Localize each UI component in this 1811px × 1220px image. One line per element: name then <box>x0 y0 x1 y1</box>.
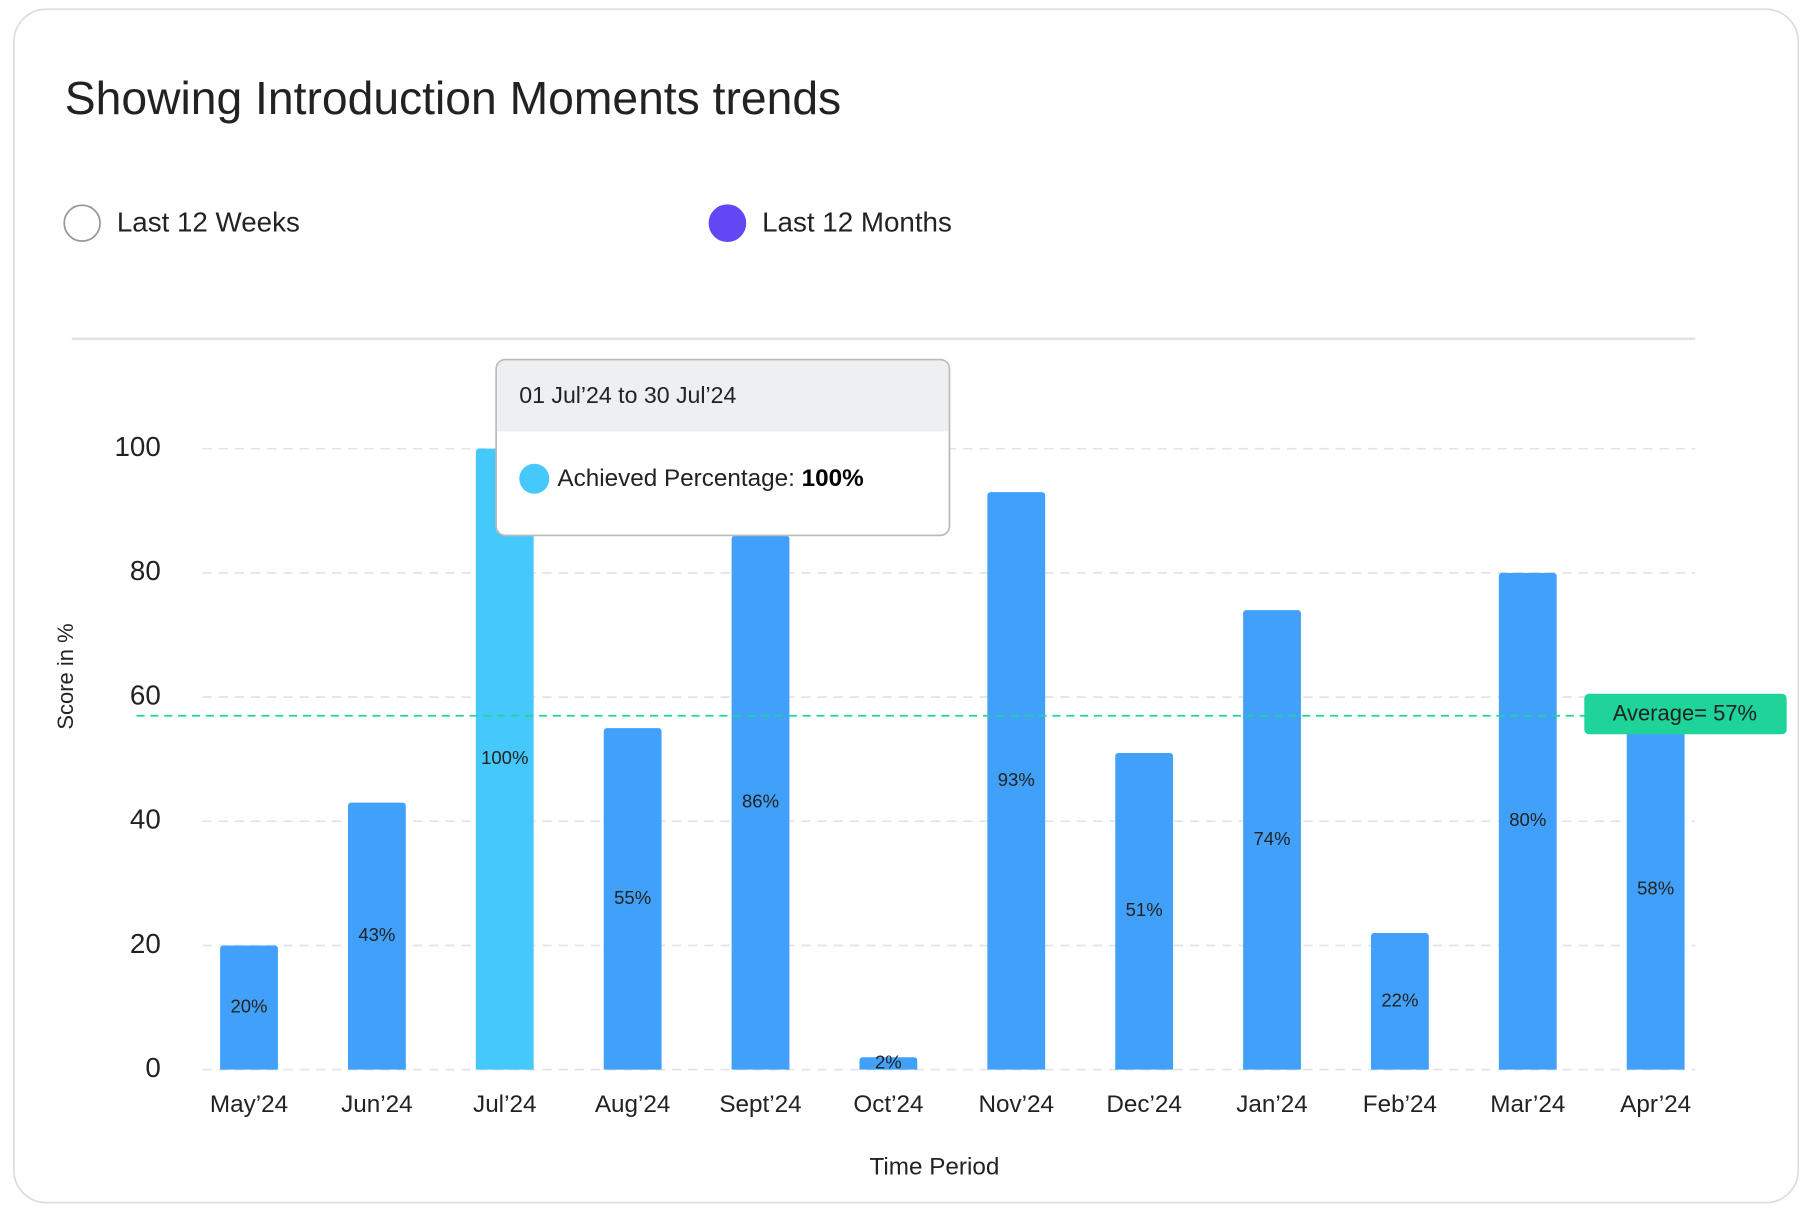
bar[interactable] <box>1243 610 1301 1070</box>
x-tick-label: May’24 <box>210 1091 288 1118</box>
x-tick-label: Oct’24 <box>853 1091 923 1118</box>
value-label: 80% <box>1509 809 1546 830</box>
y-tick-label: 100 <box>114 431 160 462</box>
y-tick-label: 0 <box>145 1052 160 1083</box>
bar[interactable] <box>859 1057 918 1070</box>
tooltip-value: 100% <box>802 465 864 492</box>
x-tick-label: Dec’24 <box>1106 1091 1182 1118</box>
average-badge <box>1584 693 1787 735</box>
x-tick-label: Jan’24 <box>1236 1091 1308 1118</box>
y-tick-label: 60 <box>130 679 161 710</box>
value-label: 51% <box>1126 899 1163 920</box>
x-tick-label: Jul’24 <box>473 1091 536 1118</box>
radio-option[interactable]: Last 12 Months <box>708 204 952 242</box>
bar[interactable] <box>731 535 790 1070</box>
bar[interactable] <box>220 945 278 1070</box>
value-label: 55% <box>614 887 651 908</box>
y-tick-label: 40 <box>130 804 161 835</box>
y-tick-label: 80 <box>130 555 161 586</box>
value-label: 43% <box>358 924 395 945</box>
tooltip: 01 Jul’24 to 30 Jul’24 Achieved Percentag… <box>495 358 951 537</box>
tooltip-title: 01 Jul’24 to 30 Jul’24 <box>519 382 736 408</box>
bar[interactable] <box>475 448 534 1070</box>
x-tick-label: Jun’24 <box>341 1091 413 1118</box>
bar[interactable] <box>347 802 406 1070</box>
x-axis-label: Time Period <box>869 1153 999 1180</box>
y-axis-label: Score in % <box>53 623 78 729</box>
value-label: 86% <box>742 791 779 812</box>
bar[interactable] <box>1370 933 1429 1070</box>
y-tick-label: 20 <box>130 928 161 959</box>
value-label: 74% <box>1254 828 1291 849</box>
bar[interactable] <box>1498 572 1557 1070</box>
radio[interactable] <box>708 204 747 242</box>
radio[interactable] <box>63 204 101 242</box>
x-tick-label: Apr’24 <box>1620 1091 1691 1118</box>
card <box>13 8 1800 1204</box>
radio-option[interactable]: Last 12 Weeks <box>63 204 300 242</box>
x-tick-label: Feb’24 <box>1363 1091 1437 1118</box>
x-tick-label: Mar’24 <box>1490 1091 1565 1118</box>
tooltip-dot <box>519 463 550 494</box>
value-label: 93% <box>998 769 1035 790</box>
value-label: 58% <box>1637 877 1674 898</box>
tooltip-header <box>497 360 949 432</box>
value-label: 2% <box>875 1051 902 1072</box>
x-tick-label: Aug’24 <box>595 1091 671 1118</box>
radio-label[interactable]: Last 12 Months <box>762 207 952 238</box>
x-tick-label: Nov’24 <box>978 1091 1054 1118</box>
radio-label[interactable]: Last 12 Weeks <box>117 207 300 238</box>
bar[interactable] <box>987 492 1046 1070</box>
bar[interactable] <box>1115 752 1174 1070</box>
bar[interactable] <box>1626 709 1685 1070</box>
tooltip-text: Achieved Percentage: 100% <box>557 465 863 492</box>
value-label: 100% <box>481 747 528 768</box>
chart-title: Showing Introduction Moments trends <box>65 72 841 124</box>
x-tick-label: Sept’24 <box>719 1091 801 1118</box>
tooltip-label: Achieved Percentage: <box>557 465 794 492</box>
bar[interactable] <box>603 728 662 1070</box>
average-label: Average= 57% <box>1613 700 1757 725</box>
value-label: 20% <box>230 995 267 1016</box>
value-label: 22% <box>1381 989 1418 1010</box>
